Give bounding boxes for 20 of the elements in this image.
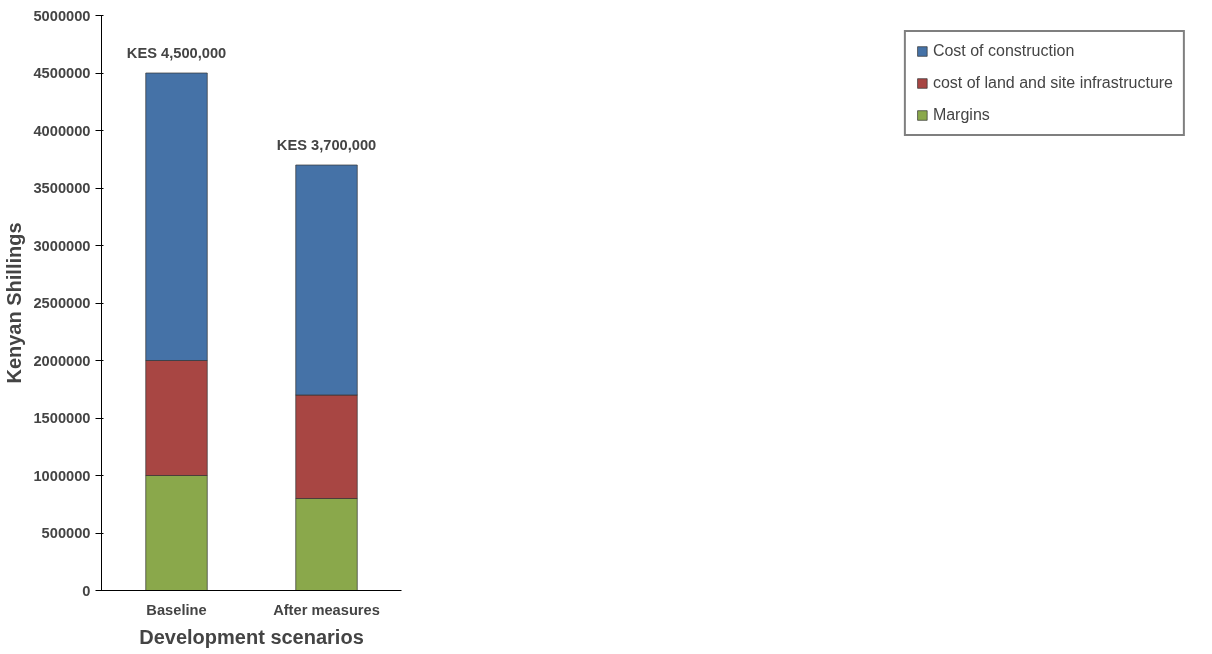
y-tick-label: 4000000 xyxy=(33,122,91,139)
y-tick-label: 500000 xyxy=(41,525,91,541)
total-label: KES 4,500,000 xyxy=(126,45,227,61)
y-tick-label: 3000000 xyxy=(33,237,91,254)
y-tick-label: 1500000 xyxy=(33,410,91,426)
legend-label: Cost of construction xyxy=(932,42,1075,60)
x-tick-label: Baseline xyxy=(146,601,207,618)
x-axis-title: Development scenarios xyxy=(139,625,364,648)
y-axis-title: Kenyan Shillings xyxy=(3,222,26,384)
legend-label: Margins xyxy=(932,106,990,124)
y-tick-label: 4500000 xyxy=(33,65,91,81)
y-tick-label: 5000000 xyxy=(33,7,91,24)
y-tick-label: 1000000 xyxy=(33,467,91,484)
total-label: KES 3,700,000 xyxy=(276,137,377,153)
legend-label: cost of land and site infrastructure xyxy=(932,74,1173,92)
y-tick-label: 2000000 xyxy=(33,352,91,369)
x-tick-label: After measures xyxy=(273,601,380,618)
y-tick-label: 3500000 xyxy=(33,180,91,196)
y-tick-label: 0 xyxy=(82,582,91,599)
y-tick-label: 2500000 xyxy=(33,295,91,311)
